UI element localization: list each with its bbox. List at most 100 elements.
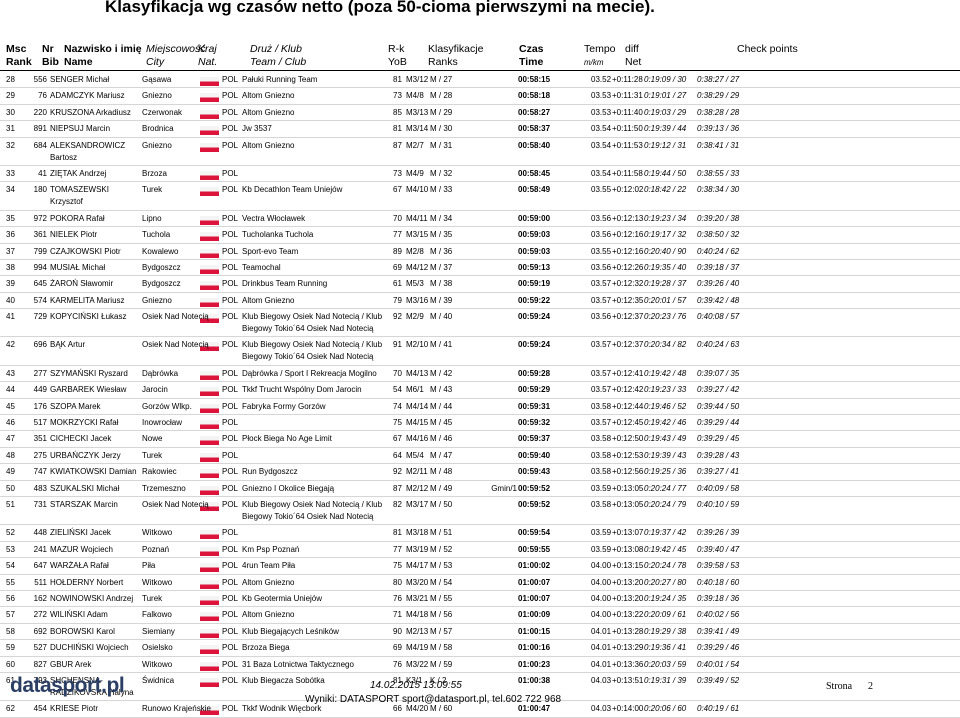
nat-cell: POL bbox=[222, 168, 239, 178]
rank-cell: 61 bbox=[6, 675, 15, 685]
checkpoint-1: 0:19:29 / 38 bbox=[644, 626, 687, 636]
city-cell: Turek bbox=[142, 593, 163, 603]
bib-cell: 696 bbox=[33, 340, 47, 350]
city-cell: Brodnica bbox=[142, 124, 174, 134]
cat-cell: M3/20 bbox=[406, 577, 429, 587]
team-cell: 31 Baza Lotnictwa Taktycznego bbox=[242, 659, 354, 669]
checkpoint-1: 0:20:27 / 80 bbox=[644, 577, 687, 587]
result-row: 55 511 HOŁDERNY Norbert Witkowo POL Altom Gni… bbox=[0, 575, 960, 591]
diff-cell: +0:12:50 bbox=[612, 434, 644, 444]
time-cell: 00:59:40 bbox=[518, 450, 551, 460]
city-cell: Siemiany bbox=[142, 626, 175, 636]
city-cell: Kowalewo bbox=[142, 246, 179, 256]
diff-cell: +0:12:35 bbox=[612, 295, 644, 305]
team-cell: Kb Decathlon Team Uniejów bbox=[242, 185, 343, 195]
nat-cell: POL bbox=[222, 418, 239, 428]
checkpoint-2: 0:39:27 / 42 bbox=[697, 385, 740, 395]
yob-cell: 82 bbox=[393, 499, 402, 509]
header-label: Msc bbox=[6, 43, 27, 55]
time-cell: 00:59:52 bbox=[518, 499, 551, 509]
name-cell: NOWINOWSKI Andrzej bbox=[50, 593, 134, 603]
rank-cell: 37 bbox=[6, 246, 15, 256]
cat-cell: M6/1 bbox=[406, 385, 424, 395]
bib-cell: 684 bbox=[33, 140, 47, 150]
rank-cell: 49 bbox=[6, 467, 15, 477]
checkpoint-1: 0:20:24 / 78 bbox=[644, 561, 687, 571]
yob-cell: 70 bbox=[393, 368, 402, 378]
yob-cell: 67 bbox=[393, 434, 402, 444]
time-cell: 00:59:00 bbox=[518, 213, 551, 223]
checkpoint-1: 0:19:03 / 29 bbox=[644, 107, 687, 117]
name-cell: KOPYCIŃSKI Łukasz bbox=[50, 312, 127, 322]
name-cell: SZYMAŃSKI Ryszard bbox=[50, 368, 128, 378]
time-cell: 01:00:23 bbox=[518, 659, 551, 669]
rk-cell: M / 55 bbox=[430, 593, 453, 603]
time-cell: 00:59:22 bbox=[518, 295, 551, 305]
rank-cell: 45 bbox=[6, 401, 15, 411]
nat-cell: POL bbox=[222, 213, 239, 223]
city-cell: Osielsko bbox=[142, 643, 173, 653]
checkpoint-2: 0:39:29 / 45 bbox=[697, 434, 740, 444]
name-cell: DUCHIŃSKI Wojciech bbox=[50, 643, 129, 653]
time-cell: 00:59:32 bbox=[518, 418, 551, 428]
rk-cell: M / 44 bbox=[430, 401, 453, 411]
cat-cell: M4/12 bbox=[406, 262, 429, 272]
cat-cell: M5/3 bbox=[406, 279, 424, 289]
nat-cell: POL bbox=[222, 107, 239, 117]
flag-icon bbox=[200, 248, 219, 258]
city-cell: Bydgoszcz bbox=[142, 262, 181, 272]
bib-cell: 731 bbox=[33, 499, 47, 509]
bib-cell: 647 bbox=[33, 561, 47, 571]
result-row: 56 162 NOWINOWSKI Andrzej Turek POL Kb Geoter… bbox=[0, 591, 960, 608]
checkpoint-1: 0:19:24 / 35 bbox=[644, 593, 687, 603]
yob-cell: 73 bbox=[393, 91, 402, 101]
pace-cell: 04.00 bbox=[591, 593, 612, 603]
time-cell: 01:00:07 bbox=[518, 593, 551, 603]
header-label: Czas bbox=[519, 43, 544, 55]
name-cell: ALEKSANDROWICZ Bartosz bbox=[50, 140, 126, 162]
diff-cell: +0:13:22 bbox=[612, 610, 644, 620]
nat-cell: POL bbox=[222, 577, 239, 587]
diff-cell: +0:13:08 bbox=[612, 544, 644, 554]
team-cell: Dąbrówka / Sport I Rekreacja Mogilno bbox=[242, 368, 377, 378]
flag-icon bbox=[200, 677, 219, 687]
rank-cell: 54 bbox=[6, 561, 15, 571]
name-cell: NIEPSUJ Marcin bbox=[50, 124, 111, 134]
pace-cell: 03.57 bbox=[591, 385, 612, 395]
nat-cell: POL bbox=[222, 659, 239, 669]
checkpoint-1: 0:20:24 / 77 bbox=[644, 483, 687, 493]
header-label: Druż / Klub bbox=[250, 43, 302, 55]
rk-cell: M / 58 bbox=[430, 643, 453, 653]
result-row: 45 176 SZOPA Marek Gorzów Wlkp. POL Fabryka F… bbox=[0, 399, 960, 416]
rk-cell: M / 33 bbox=[430, 185, 453, 195]
nat-cell: POL bbox=[222, 124, 239, 134]
city-cell: Nowe bbox=[142, 434, 163, 444]
time-cell: 01:00:07 bbox=[518, 577, 551, 587]
flag-icon bbox=[200, 530, 219, 540]
pace-cell: 03.59 bbox=[591, 483, 612, 493]
team-cell: Teamochal bbox=[242, 262, 281, 272]
rk-cell: K / 2 bbox=[430, 675, 447, 685]
result-row: 49 747 KWIATKOWSKI Damian Rakowiec POL Run By… bbox=[0, 464, 960, 481]
city-cell: Poznań bbox=[142, 544, 170, 554]
cat-cell: M3/13 bbox=[406, 107, 429, 117]
city-cell: Osiek Nad Notecią bbox=[142, 340, 209, 350]
page-label: Strona bbox=[826, 681, 853, 692]
checkpoint-2: 0:39:41 / 49 bbox=[697, 626, 740, 636]
pace-cell: 03.56 bbox=[591, 230, 612, 240]
rank-cell: 57 bbox=[6, 610, 15, 620]
rank-cell: 39 bbox=[6, 279, 15, 289]
flag-icon bbox=[200, 387, 219, 397]
cat-cell: M2/11 bbox=[406, 467, 428, 477]
city-cell: Gąsawa bbox=[142, 75, 172, 84]
pace-cell: 03.54 bbox=[591, 168, 612, 178]
diff-cell: +0:11:28 bbox=[612, 75, 643, 84]
flag-icon bbox=[200, 297, 219, 307]
checkpoint-1: 0:19:28 / 37 bbox=[644, 279, 687, 289]
name-cell: SHCHENSNA-RADZIKOVSKA Halyna bbox=[50, 675, 134, 697]
result-row: 51 731 STARSZAK Marcin Osiek Nad Notecią POL… bbox=[0, 497, 960, 526]
header-label: Nazwisko i imię bbox=[64, 43, 142, 55]
flag-icon bbox=[200, 628, 219, 638]
bib-cell: 241 bbox=[33, 544, 47, 554]
checkpoint-1: 0:20:34 / 82 bbox=[644, 340, 687, 350]
